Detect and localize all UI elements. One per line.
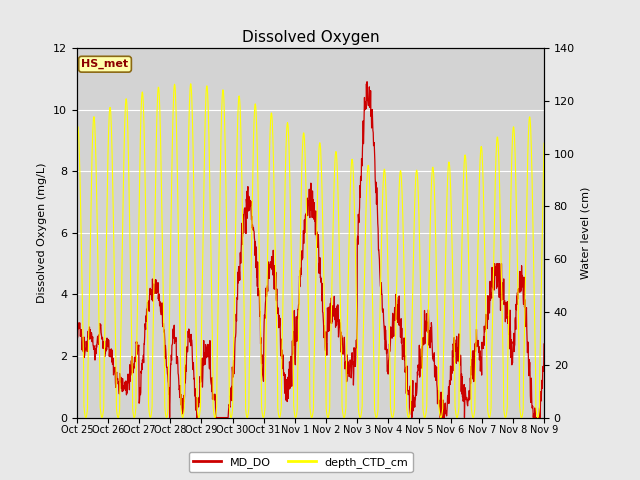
Title: Dissolved Oxygen: Dissolved Oxygen [241, 30, 380, 46]
Legend: MD_DO, depth_CTD_cm: MD_DO, depth_CTD_cm [189, 452, 413, 472]
Text: HS_met: HS_met [81, 59, 129, 69]
Y-axis label: Water level (cm): Water level (cm) [580, 187, 591, 279]
Y-axis label: Dissolved Oxygen (mg/L): Dissolved Oxygen (mg/L) [37, 163, 47, 303]
